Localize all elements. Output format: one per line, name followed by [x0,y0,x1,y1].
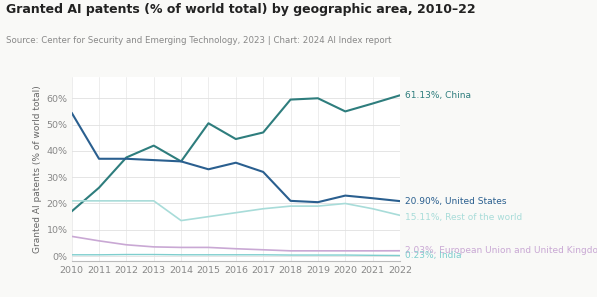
Text: 61.13%, China: 61.13%, China [405,91,472,100]
Text: Source: Center for Security and Emerging Technology, 2023 | Chart: 2024 AI Index: Source: Center for Security and Emerging… [6,36,392,45]
Text: 15.11%, Rest of the world: 15.11%, Rest of the world [405,214,523,222]
Y-axis label: Granted AI patents (% of world total): Granted AI patents (% of world total) [33,86,42,253]
Text: 20.90%, United States: 20.90%, United States [405,197,507,206]
Text: 0.23%, India: 0.23%, India [405,251,462,260]
Text: Granted AI patents (% of world total) by geographic area, 2010–22: Granted AI patents (% of world total) by… [6,3,476,16]
Text: 2.03%, European Union and United Kingdom: 2.03%, European Union and United Kingdom [405,246,597,255]
